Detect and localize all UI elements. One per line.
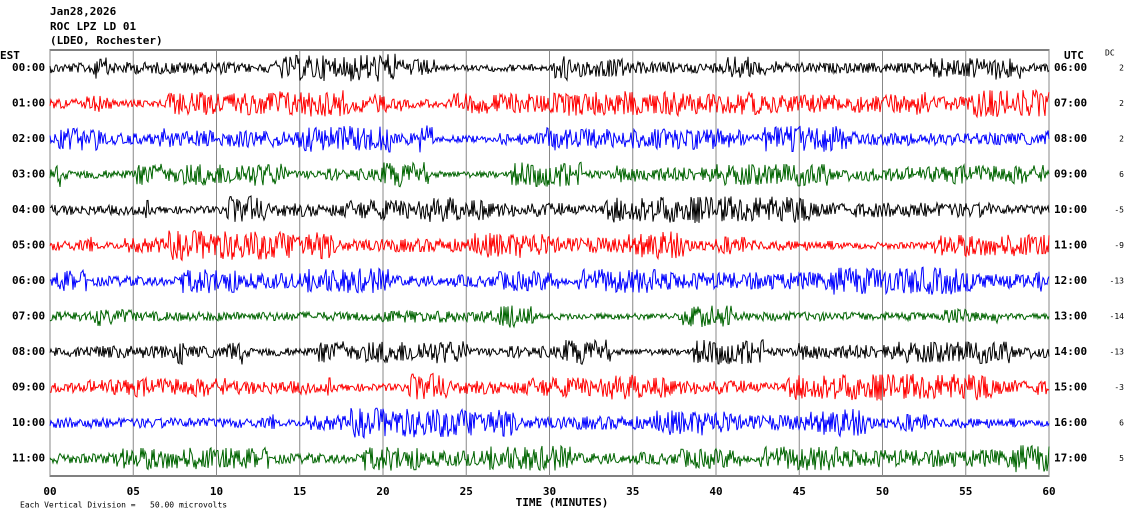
- dc-value: 6: [1119, 419, 1124, 428]
- dc-value: -5: [1114, 206, 1124, 215]
- location: (LDEO, Rochester): [50, 34, 163, 47]
- left-axis-label: EST: [0, 49, 20, 62]
- trace: [49, 338, 1050, 366]
- est-label: 11:00: [12, 452, 45, 465]
- trace: [49, 195, 1050, 224]
- trace: [49, 161, 1050, 188]
- x-tick-label: 15: [293, 485, 306, 498]
- x-tick-label: 25: [460, 485, 473, 498]
- utc-label: 16:00: [1054, 416, 1087, 429]
- date: Jan28,2026: [50, 5, 117, 18]
- utc-label: 11:00: [1054, 239, 1087, 252]
- trace: [49, 88, 1050, 119]
- est-label: 06:00: [12, 274, 45, 287]
- dc-value: -14: [1110, 312, 1125, 321]
- x-tick-label: 55: [959, 485, 972, 498]
- est-label: 09:00: [12, 381, 45, 394]
- utc-label: 10:00: [1054, 203, 1087, 216]
- x-tick-label: 45: [793, 485, 806, 498]
- est-label: 07:00: [12, 310, 45, 323]
- x-tick-label: 20: [376, 485, 389, 498]
- x-tick-label: 35: [626, 485, 639, 498]
- dc-value: 6: [1119, 170, 1124, 179]
- utc-label: 15:00: [1054, 381, 1087, 394]
- utc-label: 09:00: [1054, 168, 1087, 181]
- utc-label: 08:00: [1054, 132, 1087, 145]
- trace: [49, 266, 1050, 296]
- x-tick-label: 10: [210, 485, 223, 498]
- dc-value: -9: [1114, 241, 1124, 250]
- x-tick-label: 00: [43, 485, 56, 498]
- dc-value: 2: [1119, 135, 1124, 144]
- footer: Each Vertical Division = 50.00 microvolt…: [20, 501, 227, 510]
- est-label: 05:00: [12, 239, 45, 252]
- dc-value: 2: [1119, 99, 1124, 108]
- trace: [50, 372, 1050, 401]
- dc-value: 2: [1119, 64, 1124, 73]
- est-label: 04:00: [12, 203, 45, 216]
- trace: [49, 53, 1050, 82]
- dc-label: DC: [1105, 49, 1115, 58]
- trace: [49, 230, 1050, 262]
- station: ROC LPZ LD 01: [50, 20, 136, 33]
- est-label: 08:00: [12, 345, 45, 358]
- utc-label: 07:00: [1054, 97, 1087, 110]
- x-tick-label: 50: [876, 485, 889, 498]
- utc-label: 06:00: [1054, 61, 1087, 74]
- right-axis-label: UTC: [1064, 49, 1084, 62]
- utc-label: 12:00: [1054, 274, 1087, 287]
- dc-value: -13: [1110, 348, 1125, 357]
- est-label: 10:00: [12, 416, 45, 429]
- trace: [49, 444, 1050, 473]
- x-tick-label: 05: [127, 485, 140, 498]
- trace: [49, 407, 1050, 440]
- x-tick-label: 30: [543, 485, 556, 498]
- est-label: 02:00: [12, 132, 45, 145]
- utc-label: 13:00: [1054, 310, 1087, 323]
- dc-value: -3: [1114, 383, 1124, 392]
- utc-label: 17:00: [1054, 452, 1087, 465]
- x-axis-label: TIME (MINUTES): [516, 496, 609, 509]
- dc-value: 5: [1119, 454, 1124, 463]
- dc-value: -13: [1110, 277, 1125, 286]
- est-label: 00:00: [12, 61, 45, 74]
- est-label: 01:00: [12, 97, 45, 110]
- trace: [49, 305, 1050, 329]
- est-label: 03:00: [12, 168, 45, 181]
- trace: [49, 125, 1050, 153]
- x-tick-label: 40: [709, 485, 722, 498]
- x-tick-label: 60: [1042, 485, 1055, 498]
- utc-label: 14:00: [1054, 345, 1087, 358]
